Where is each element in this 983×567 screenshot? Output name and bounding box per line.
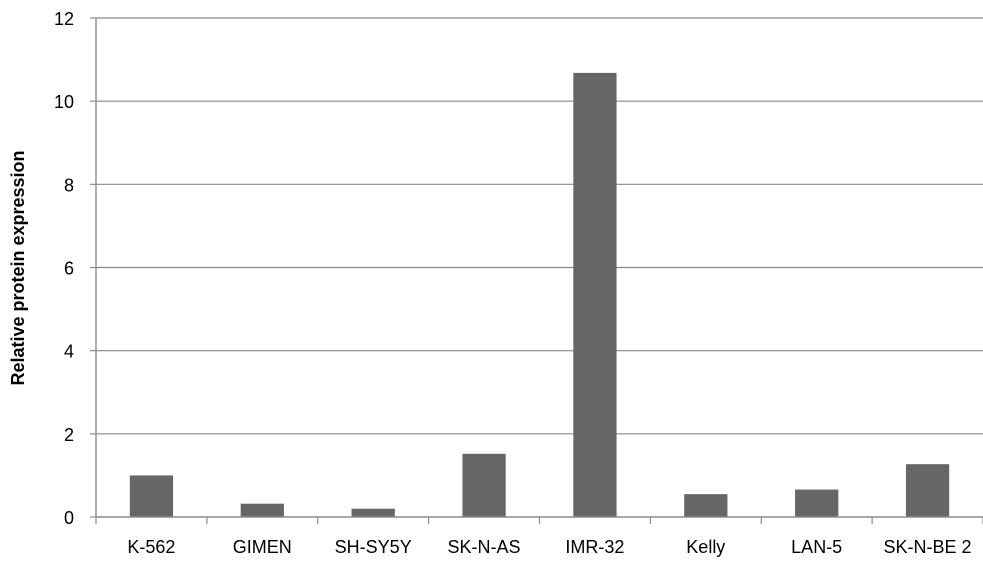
bars <box>129 72 950 517</box>
axes <box>90 17 983 524</box>
bar-lan-5 <box>795 489 839 517</box>
x-tick-label: SK-N-AS <box>448 537 521 557</box>
bar-sk-n-be-2 <box>905 464 950 517</box>
x-tick-label: GIMEN <box>233 537 292 557</box>
bar-k-562 <box>129 475 174 517</box>
y-tick-label: 2 <box>64 425 74 445</box>
bar-sk-n-as <box>462 453 506 517</box>
x-tick-label: SK-N-BE 2 <box>884 537 972 557</box>
y-tick-label: 6 <box>64 259 74 279</box>
tick-labels: 0 2 4 6 8 10 12 K-562 GIMEN SH-SY5Y SK-N-AS IMR-32 K… <box>54 9 972 557</box>
y-tick-label: 10 <box>54 92 74 112</box>
bar-kelly <box>684 494 728 517</box>
y-tick-label: 4 <box>64 342 74 362</box>
y-tick-label: 12 <box>54 9 74 29</box>
y-axis-title: Relative protein expression <box>8 150 28 385</box>
x-tick-label: K-562 <box>127 537 175 557</box>
x-tick-label: LAN-5 <box>791 537 842 557</box>
bar-imr-32 <box>573 72 617 517</box>
bar-sh-sy5y <box>351 508 395 517</box>
x-tick-label: SH-SY5Y <box>335 537 412 557</box>
x-tick-label: IMR-32 <box>565 537 624 557</box>
bar-gimen <box>240 503 284 517</box>
y-tick-label: 0 <box>64 508 74 528</box>
y-tick-label: 8 <box>64 175 74 195</box>
gridlines <box>96 17 983 435</box>
x-tick-label: Kelly <box>686 537 725 557</box>
